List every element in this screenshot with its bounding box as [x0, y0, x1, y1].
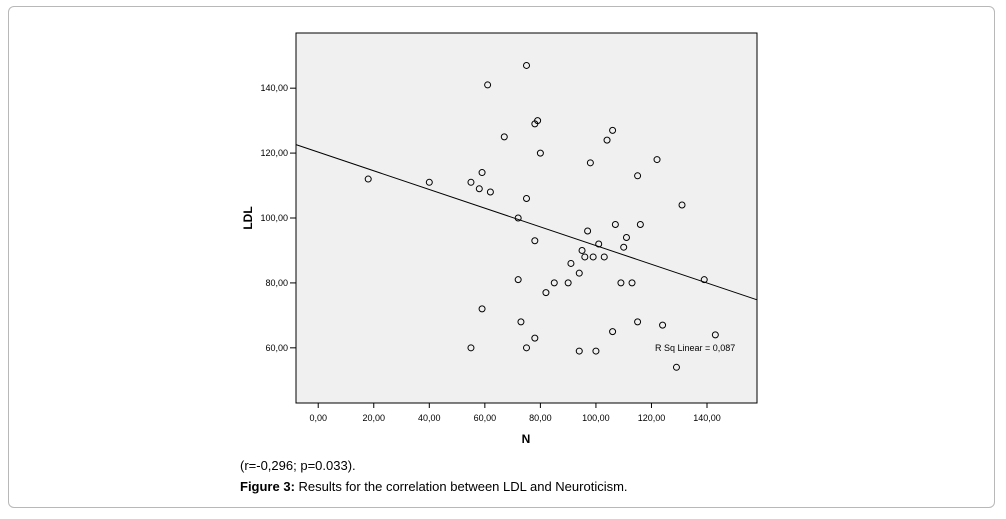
data-point: [534, 117, 542, 125]
data-point: [364, 175, 372, 183]
y-tick-label: 60,00: [265, 343, 288, 353]
data-point: [523, 195, 530, 203]
data-point: [581, 253, 589, 261]
data-point: [634, 318, 642, 326]
data-point: [500, 133, 508, 141]
data-point: [592, 347, 600, 355]
x-tick-label: 0,00: [309, 413, 327, 423]
data-point: [517, 318, 525, 326]
plot-area: [295, 32, 758, 404]
data-point: [634, 172, 642, 180]
data-point: [564, 279, 572, 287]
data-point: [622, 233, 630, 241]
data-point: [700, 276, 708, 284]
figure-label: Figure 3:: [240, 479, 295, 494]
data-point: [672, 363, 680, 371]
data-point: [611, 220, 619, 228]
data-point: [467, 344, 475, 352]
data-point: [584, 227, 592, 235]
data-point: [628, 279, 636, 287]
data-points: [364, 61, 719, 371]
x-tick-label: 60,00: [474, 413, 497, 423]
stat-summary: (r=-0,296; p=0.033).: [240, 458, 356, 473]
x-tick-label: 100,00: [582, 413, 610, 423]
x-tick-label: 80,00: [529, 413, 552, 423]
data-point: [609, 126, 617, 134]
data-point: [711, 331, 719, 339]
data-point: [620, 243, 628, 251]
data-point: [478, 169, 486, 177]
x-tick-label: 140,00: [693, 413, 721, 423]
data-point: [567, 259, 575, 267]
data-point: [600, 253, 608, 261]
data-point: [531, 237, 539, 245]
data-point: [542, 289, 550, 297]
data-point: [575, 347, 583, 355]
data-point: [536, 149, 544, 157]
data-point: [514, 276, 522, 284]
data-point: [653, 156, 661, 164]
data-point: [425, 178, 433, 186]
data-point: [589, 253, 597, 261]
data-point: [514, 214, 522, 222]
data-point: [617, 279, 625, 287]
data-point: [595, 240, 603, 248]
data-point: [467, 178, 475, 186]
data-point: [678, 201, 686, 209]
data-point: [475, 185, 483, 193]
r-squared-label: R Sq Linear = 0,087: [655, 343, 735, 353]
y-tick-label: 100,00: [260, 213, 288, 223]
regression-line: [295, 144, 758, 301]
y-tick-label: 140,00: [260, 83, 288, 93]
data-point: [609, 328, 617, 336]
data-point: [636, 220, 644, 228]
x-axis: 0,00 20,00 40,00 60,00 80,00 100,00 120,00 140,…: [309, 403, 721, 423]
y-axis-label: LDL: [241, 206, 255, 229]
figure-caption-text: Results for the correlation between LDL …: [294, 479, 628, 494]
data-point: [550, 279, 558, 287]
x-tick-label: 20,00: [362, 413, 385, 423]
figure-caption: Figure 3: Results for the correlation be…: [240, 479, 628, 494]
data-point: [578, 246, 586, 254]
y-tick-label: 120,00: [260, 148, 288, 158]
data-point: [586, 159, 594, 167]
x-tick-label: 40,00: [418, 413, 441, 423]
data-point: [478, 305, 486, 313]
x-axis-label: N: [522, 432, 531, 446]
data-point: [523, 344, 530, 352]
data-point: [603, 136, 611, 144]
y-axis: 60,00 80,00 100,00 120,00 140,00: [260, 83, 296, 353]
fit-line-layer: [295, 144, 758, 301]
y-tick-label: 80,00: [265, 278, 288, 288]
data-point: [484, 81, 492, 89]
data-point: [659, 321, 667, 329]
data-point: [531, 334, 539, 342]
x-tick-label: 120,00: [638, 413, 666, 423]
data-point: [575, 269, 583, 277]
data-point: [486, 188, 494, 196]
data-point: [523, 61, 530, 69]
